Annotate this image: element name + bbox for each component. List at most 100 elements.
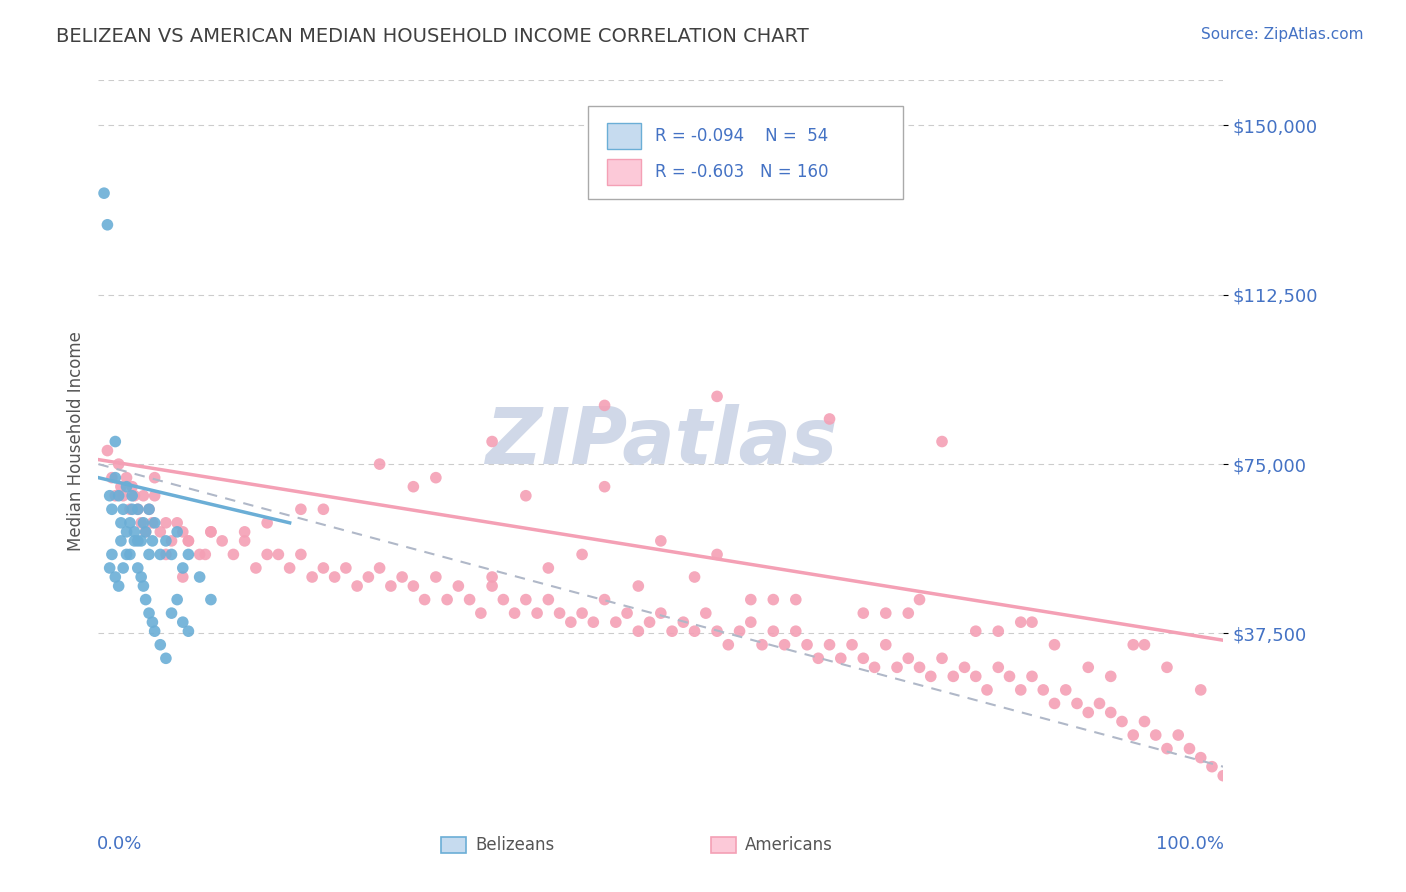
Point [127, 502, 149, 516]
Point [1167, 728, 1189, 742]
Point [987, 660, 1010, 674]
Point [762, 592, 785, 607]
Point [503, 606, 526, 620]
Point [166, 524, 188, 539]
Point [121, 480, 143, 494]
Point [124, 533, 146, 548]
Point [683, 570, 706, 584]
Point [188, 570, 211, 584]
Point [1111, 714, 1133, 729]
Point [127, 502, 149, 516]
Point [138, 548, 160, 562]
Point [1212, 769, 1234, 783]
Point [172, 615, 194, 630]
Point [481, 579, 503, 593]
Point [93, 186, 115, 201]
Point [796, 638, 818, 652]
Point [141, 615, 163, 630]
Point [222, 548, 245, 562]
Text: 100.0%: 100.0% [1156, 835, 1225, 854]
Point [115, 480, 138, 494]
Point [141, 533, 163, 548]
Point [115, 548, 138, 562]
Point [661, 624, 683, 639]
Point [818, 638, 841, 652]
Point [149, 548, 172, 562]
Point [160, 606, 183, 620]
Point [976, 682, 998, 697]
Point [875, 638, 897, 652]
Point [852, 651, 875, 665]
Point [107, 579, 129, 593]
Point [548, 606, 571, 620]
Point [138, 606, 160, 620]
Point [931, 434, 953, 449]
Point [818, 412, 841, 426]
Point [920, 669, 942, 683]
Point [897, 606, 920, 620]
Point [155, 651, 177, 665]
Point [515, 489, 537, 503]
Point [101, 548, 124, 562]
Point [650, 606, 672, 620]
Text: R = -0.603   N = 160: R = -0.603 N = 160 [655, 163, 828, 181]
Point [96, 218, 118, 232]
Point [965, 624, 987, 639]
Point [112, 489, 135, 503]
Point [953, 660, 976, 674]
Point [481, 434, 503, 449]
Point [121, 502, 143, 516]
Point [1043, 697, 1066, 711]
Point [301, 570, 323, 584]
Point [138, 502, 160, 516]
Point [1189, 750, 1212, 764]
Bar [441, 838, 467, 854]
Point [132, 516, 155, 530]
Point [627, 579, 650, 593]
Point [773, 638, 796, 652]
Point [1122, 638, 1144, 652]
Point [593, 480, 616, 494]
Point [1032, 682, 1054, 697]
Point [402, 579, 425, 593]
Point [368, 561, 391, 575]
Point [481, 570, 503, 584]
Point [537, 592, 560, 607]
Point [290, 502, 312, 516]
Point [177, 548, 200, 562]
Point [593, 592, 616, 607]
Point [751, 638, 773, 652]
Point [571, 606, 593, 620]
Text: Americans: Americans [745, 837, 832, 855]
Point [135, 592, 157, 607]
Point [1201, 760, 1223, 774]
Point [605, 615, 627, 630]
Point [107, 489, 129, 503]
Bar [711, 838, 737, 854]
Point [706, 389, 728, 403]
Point [908, 592, 931, 607]
Point [908, 660, 931, 674]
Point [115, 470, 138, 484]
Point [627, 624, 650, 639]
Point [1099, 706, 1122, 720]
Point [129, 570, 152, 584]
Point [200, 592, 222, 607]
Bar [607, 159, 641, 185]
Point [683, 624, 706, 639]
Point [402, 480, 425, 494]
Point [166, 516, 188, 530]
Point [194, 548, 217, 562]
Point [104, 470, 127, 484]
Point [110, 516, 132, 530]
Point [132, 579, 155, 593]
Point [886, 660, 908, 674]
Point [425, 470, 447, 484]
Point [104, 434, 127, 449]
Point [357, 570, 380, 584]
Text: BELIZEAN VS AMERICAN MEDIAN HOUSEHOLD INCOME CORRELATION CHART: BELIZEAN VS AMERICAN MEDIAN HOUSEHOLD IN… [56, 27, 808, 45]
Point [1088, 697, 1111, 711]
Point [335, 561, 357, 575]
Point [155, 548, 177, 562]
Point [346, 579, 368, 593]
